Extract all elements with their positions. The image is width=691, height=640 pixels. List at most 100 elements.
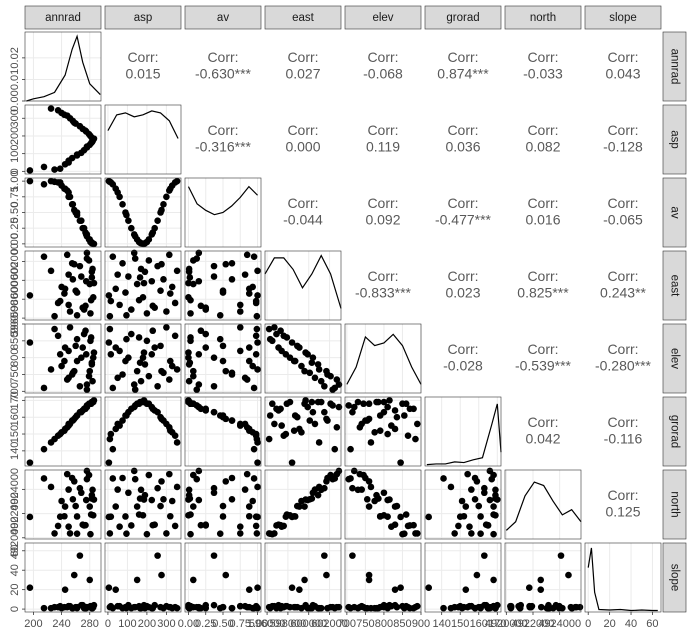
panel: [345, 543, 421, 612]
scatter-point: [69, 276, 77, 283]
scatter-point: [245, 603, 253, 611]
scatter-point: [404, 522, 412, 530]
scatter-point: [109, 384, 117, 392]
scatter-point: [65, 374, 72, 382]
scatter-point: [186, 604, 194, 612]
scatter-point: [26, 513, 34, 521]
scatter-point: [228, 604, 236, 612]
x-tick-label: 1.00: [247, 618, 268, 630]
scatter-point: [288, 339, 296, 346]
scatter-point: [293, 342, 301, 350]
scatter-point: [315, 439, 323, 446]
scatter-point: [193, 255, 201, 262]
scatter-point: [210, 489, 218, 497]
scatter-point: [189, 503, 197, 510]
top-strip: [184, 5, 262, 30]
scatter-point: [166, 376, 173, 383]
scatter-point: [302, 397, 309, 404]
scatter-point: [106, 312, 114, 320]
scatter-point: [82, 302, 89, 310]
scatter-point: [243, 251, 251, 259]
scatter-point: [89, 377, 96, 385]
x-tick-label: 240: [52, 618, 70, 630]
scatter-point: [345, 475, 353, 483]
scatter-point: [163, 308, 170, 315]
scatter-point: [290, 512, 298, 520]
scatter-point: [136, 359, 144, 367]
y-tick-label: 40: [9, 564, 21, 576]
scatter-point: [157, 287, 164, 294]
scatter-point: [253, 530, 261, 537]
strip-label: asp: [134, 12, 153, 24]
scatter-point: [133, 576, 141, 584]
scatter-point: [135, 334, 143, 341]
panel-border: [424, 396, 502, 467]
scatter-point: [413, 420, 421, 428]
scatter-point: [66, 530, 74, 537]
scatter-point: [202, 521, 210, 529]
scatter-point: [26, 584, 34, 592]
scatter-point: [86, 576, 94, 584]
scatter-point: [58, 497, 65, 505]
scatter-point: [70, 206, 78, 214]
scatter-point: [296, 586, 303, 593]
corr-value: -0.539***: [515, 357, 572, 373]
scatter-point: [440, 475, 447, 482]
scatter-point: [131, 386, 139, 393]
scatter-point: [185, 377, 193, 385]
scatter-point: [236, 301, 244, 309]
scatter-point: [327, 372, 334, 380]
scatter-point: [210, 273, 218, 280]
scatter-point: [314, 491, 322, 499]
scatter-point: [56, 602, 64, 610]
scatter-point: [133, 367, 141, 375]
scatter-point: [72, 342, 79, 350]
scatter-point: [197, 604, 205, 612]
scatter-point: [65, 159, 72, 166]
scatter-point: [277, 521, 284, 529]
scatter-point: [265, 435, 273, 443]
scatter-point: [311, 374, 319, 382]
scatter-point: [72, 287, 79, 294]
scatter-point: [69, 201, 77, 208]
scatter-point: [116, 523, 123, 530]
scatter-point: [195, 350, 203, 358]
x-tick-label: 4924000: [538, 618, 581, 630]
scatter-point: [490, 503, 497, 510]
scatter-point: [468, 602, 475, 610]
scatter-point: [236, 308, 244, 315]
scatter-point: [219, 342, 227, 350]
scatter-point: [266, 604, 274, 612]
scatter-point: [349, 484, 356, 492]
scatter-point: [54, 107, 62, 114]
scatter-point: [166, 512, 174, 520]
panel-border: [264, 542, 342, 613]
scatter-point: [252, 332, 260, 340]
scatter-point: [112, 285, 120, 293]
corr-title: Corr:: [287, 49, 318, 65]
scatter-point: [168, 497, 176, 505]
scatter-point: [306, 417, 314, 424]
scatter-point: [61, 503, 69, 510]
scatter-point: [293, 502, 301, 510]
scatter-point: [87, 530, 94, 538]
x-tick-label: 300: [157, 618, 175, 630]
scatter-point: [185, 486, 193, 494]
scatter-point: [216, 530, 224, 537]
corr-title: Corr:: [607, 268, 638, 284]
scatter-point: [565, 571, 572, 579]
scatter-point: [61, 586, 69, 593]
scatter-point: [471, 495, 479, 503]
scatter-point: [173, 366, 181, 373]
scatter-point: [105, 459, 113, 466]
scatter-point: [154, 484, 161, 492]
panel-border: [104, 469, 182, 540]
strip-label: slope: [609, 12, 637, 24]
panel-border: [24, 104, 102, 175]
scatter-point: [185, 279, 192, 287]
x-tick-label: 200: [24, 618, 42, 630]
scatter-point: [380, 489, 388, 497]
scatter-point: [254, 459, 261, 466]
density-line: [187, 185, 258, 216]
scatter-point: [252, 602, 260, 610]
